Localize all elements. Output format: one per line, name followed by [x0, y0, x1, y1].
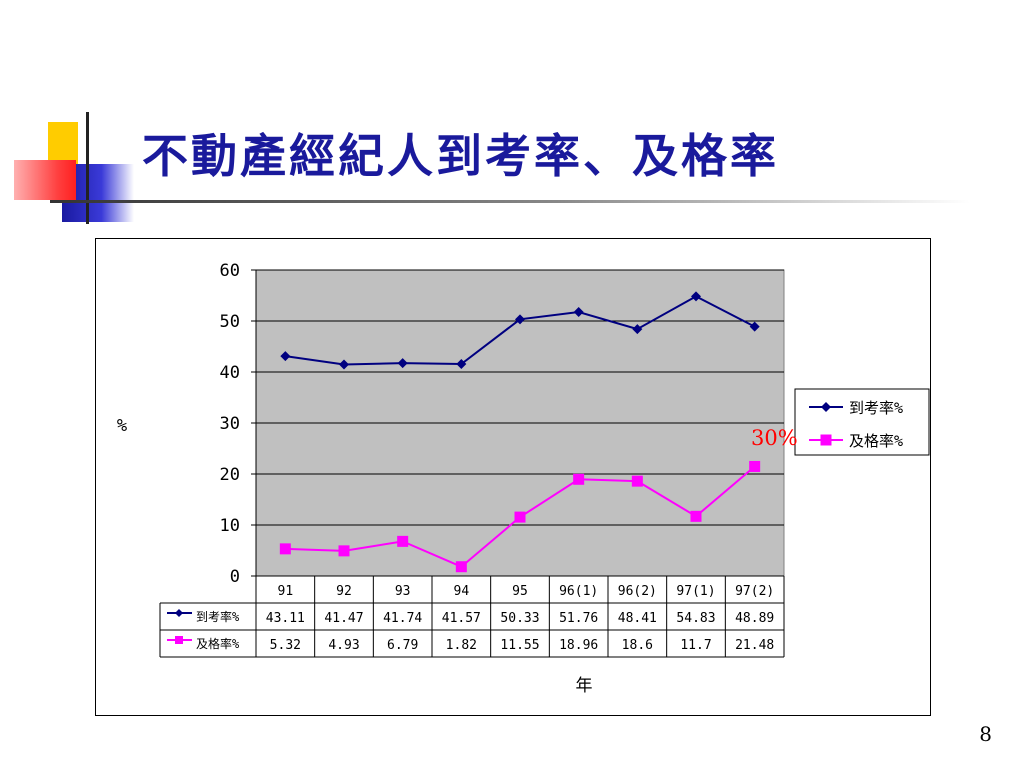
table-series-name: 到考率% [196, 609, 240, 624]
data-label: 11.7 [680, 638, 711, 653]
series-1-point [632, 324, 643, 335]
x-tick-label: 93 [395, 584, 411, 599]
data-label: 4.93 [328, 638, 359, 653]
table-legend-key-marker [175, 609, 183, 617]
series-1-point [515, 314, 525, 325]
y-tick-label-60: 60 [220, 261, 240, 281]
series-2-point [690, 510, 702, 522]
y-tick-label-0: 0 [230, 567, 240, 587]
y-tick-label-40: 40 [220, 363, 240, 383]
x-tick-label: 95 [512, 584, 528, 599]
table-legend-key-marker [175, 636, 183, 644]
data-label: 48.89 [735, 611, 774, 626]
series-1-point [339, 359, 349, 370]
annotation-30-percent: 30% [751, 426, 798, 450]
series-2-point [455, 561, 467, 573]
data-label: 54.83 [676, 611, 715, 626]
deco-title-underline [50, 200, 970, 203]
series-1-point [280, 351, 291, 362]
x-tick-label: 97(1) [676, 584, 715, 599]
legend-entry: 到考率% [849, 399, 903, 417]
series-2-point [397, 535, 409, 547]
data-label: 11.55 [500, 638, 539, 653]
y-tick-label-50: 50 [220, 312, 240, 332]
data-label: 51.76 [559, 611, 598, 626]
y-tick-label-20: 20 [220, 465, 240, 485]
x-tick-label: 97(2) [735, 584, 774, 599]
y-tick-label-30: 30 [220, 414, 240, 434]
series-1-point [691, 291, 701, 302]
x-tick-label: 91 [278, 584, 294, 599]
series-2-point [279, 543, 291, 555]
data-label: 48.41 [618, 611, 657, 626]
series-1-point [456, 358, 467, 369]
legend-key-marker [820, 434, 832, 446]
table-series-name: 及格率% [196, 636, 240, 651]
data-label: 41.47 [324, 611, 363, 626]
series-1-point [397, 358, 408, 369]
x-tick-label: 94 [454, 584, 470, 599]
data-label: 18.6 [622, 638, 653, 653]
legend-key-marker [821, 402, 831, 412]
data-label: 41.74 [383, 611, 422, 626]
chart-frame: 0 10 20 30 40 50 60% 91 92 93 94 95 96(1) 96(2) 97(1) 9… [95, 238, 931, 716]
data-label: 5.32 [270, 638, 301, 653]
series-2-point [514, 511, 526, 523]
page-number: 8 [979, 722, 992, 746]
x-tick-label: 96(2) [618, 584, 657, 599]
y-tick-label-10: 10 [220, 516, 240, 536]
series-1-point [573, 307, 584, 318]
deco-red-square [14, 160, 76, 200]
series-1-point [749, 321, 760, 332]
series-2-point [338, 545, 350, 557]
slide-title: 不動產經紀人到考率、及格率 [142, 129, 779, 183]
line-chart: 0 10 20 30 40 50 60% 91 92 93 94 95 96(1) 96(2) 97(1) 9… [117, 261, 930, 696]
legend-box [794, 388, 930, 456]
data-label: 41.57 [442, 611, 481, 626]
series-2-point [631, 475, 643, 487]
data-label: 43.11 [266, 611, 305, 626]
x-tick-label: 92 [336, 584, 352, 599]
legend-entry: 及格率% [849, 432, 903, 450]
series-2-point [573, 473, 585, 485]
data-label: 21.48 [735, 638, 774, 653]
x-axis-label: 年 [576, 676, 593, 696]
data-label: 1.82 [446, 638, 477, 653]
data-label: 50.33 [500, 611, 539, 626]
data-label: 18.96 [559, 638, 598, 653]
data-label: 6.79 [387, 638, 418, 653]
deco-vertical-line [86, 112, 89, 224]
series-2-point [749, 460, 761, 472]
x-tick-label: 96(1) [559, 584, 598, 599]
y-axis-label: % [117, 416, 127, 436]
